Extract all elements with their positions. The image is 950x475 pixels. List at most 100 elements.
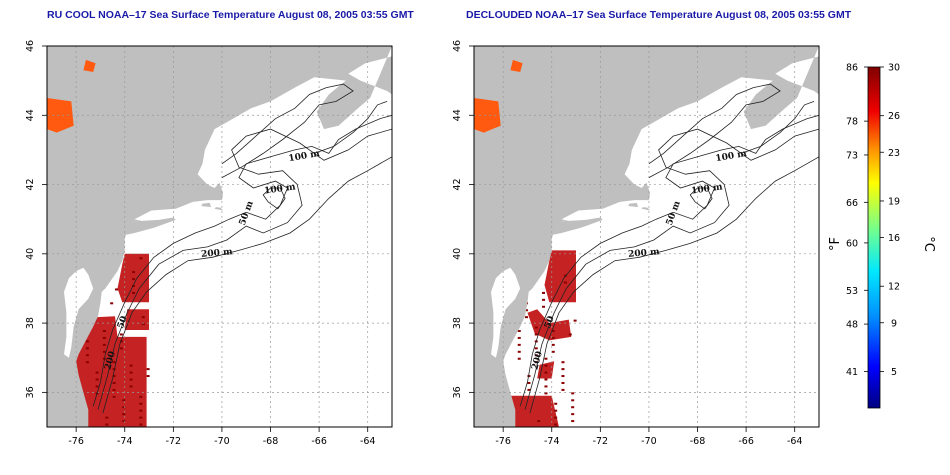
sst-speckle <box>534 333 538 336</box>
sst-speckle <box>551 336 555 339</box>
sst-speckle <box>554 423 558 426</box>
sst-speckle <box>542 291 546 294</box>
sst-speckle <box>561 381 565 384</box>
sst-lake-patch <box>474 98 501 133</box>
bathymetry-contour <box>689 187 713 210</box>
sst-speckle <box>102 343 106 346</box>
sst-speckle <box>122 420 126 423</box>
sst-speckle <box>573 319 577 322</box>
bathymetry-contour <box>741 101 815 154</box>
contour-depth-label: 50 <box>543 315 557 330</box>
sst-speckle <box>139 423 143 426</box>
lat-tick-label: 38 <box>25 317 36 329</box>
sst-speckle <box>119 333 123 336</box>
sst-speckle <box>534 361 538 364</box>
fahrenheit-tick-label: 73 <box>846 150 858 161</box>
contour-depth-label: 200 <box>530 350 545 371</box>
sst-speckle <box>122 413 126 416</box>
sst-speckle <box>563 274 567 277</box>
long-island-sound <box>559 212 601 223</box>
lon-tick-label: -68 <box>690 436 706 447</box>
sst-speckle <box>571 399 575 402</box>
sst-speckle <box>122 399 126 402</box>
sst-speckle <box>132 291 136 294</box>
bathymetry-contour <box>314 101 388 154</box>
sst-speckle <box>517 350 521 353</box>
sst-speckle <box>85 347 89 350</box>
sst-speckle <box>119 340 123 343</box>
sst-speckle <box>132 284 136 287</box>
sst-speckle <box>112 375 116 378</box>
sst-speckle <box>537 420 541 423</box>
sst-speckle <box>527 388 531 391</box>
lon-tick-label: -72 <box>593 436 609 447</box>
sst-speckle <box>544 378 548 381</box>
sst-speckle <box>561 368 565 371</box>
lat-tick-label: 36 <box>25 386 36 398</box>
temperature-colorbar: 30 26 23 19 16 12 9 5 86 78 73 66 60 53 48 41 °F °C <box>828 63 936 409</box>
long-island-sound <box>132 212 174 223</box>
celsius-tick-label: 23 <box>888 148 900 159</box>
sst-speckle <box>517 336 521 339</box>
bathymetry-contour <box>102 156 392 414</box>
sst-speckle <box>554 402 558 405</box>
sst-speckle <box>534 326 538 329</box>
lon-tick-label: -76 <box>68 436 84 447</box>
sst-data-patch <box>544 250 576 303</box>
land-mass <box>47 46 392 427</box>
sst-speckle <box>129 385 133 388</box>
contour-depth-label: 100 m <box>691 182 724 196</box>
sst-speckle <box>112 368 116 371</box>
sst-speckle <box>517 330 521 333</box>
sst-speckle <box>525 309 529 312</box>
celsius-tick-label: 16 <box>888 233 900 244</box>
sst-speckle <box>112 388 116 391</box>
celsius-tick-label: 5 <box>891 367 897 378</box>
sst-speckle <box>139 395 143 398</box>
sst-speckle <box>517 343 521 346</box>
sst-speckle <box>139 257 143 260</box>
lon-tick-label: -64 <box>787 436 803 447</box>
sst-speckle <box>112 361 116 364</box>
sst-speckle <box>139 409 143 412</box>
sst-speckle <box>544 392 548 395</box>
sst-speckle <box>517 357 521 360</box>
sst-lake-patch <box>83 59 96 72</box>
sst-speckle <box>132 271 136 274</box>
sst-speckle <box>561 361 565 364</box>
map-frame <box>473 45 820 428</box>
bathymetry-contour <box>262 187 286 210</box>
sst-lake-patch <box>510 59 523 72</box>
lat-tick-label: 38 <box>452 317 463 329</box>
sst-speckle <box>85 340 89 343</box>
sst-speckle <box>534 347 538 350</box>
sst-speckle <box>129 364 133 367</box>
sst-speckle <box>105 423 109 426</box>
lon-tick-label: -66 <box>311 436 327 447</box>
sst-speckle <box>141 316 145 319</box>
sst-speckle <box>102 350 106 353</box>
sst-speckle <box>112 395 116 398</box>
land-mass <box>474 46 819 427</box>
fahrenheit-tick-label: 48 <box>846 320 858 331</box>
sst-speckle <box>129 371 133 374</box>
celsius-tick-label: 9 <box>891 318 897 329</box>
marthas-vineyard-island <box>628 202 638 208</box>
sst-speckle <box>527 375 531 378</box>
sst-speckle <box>102 330 106 333</box>
sst-speckle <box>554 416 558 419</box>
sst-speckle <box>563 281 567 284</box>
left-panel-title: RU COOL NOAA–17 Sea Surface Temperature … <box>47 9 414 21</box>
right-panel-title: DECLOUDED NOAA–17 Sea Surface Temperatur… <box>466 9 852 21</box>
lat-tick-label: 40 <box>25 248 36 260</box>
contour-depth-label: 50 <box>116 315 130 330</box>
lat-tick-label: 46 <box>25 40 36 52</box>
sst-speckle <box>561 388 565 391</box>
sst-speckle <box>110 302 114 305</box>
lon-tick-label: -72 <box>166 436 182 447</box>
lon-tick-label: -66 <box>738 436 754 447</box>
lon-tick-label: -70 <box>641 436 657 447</box>
